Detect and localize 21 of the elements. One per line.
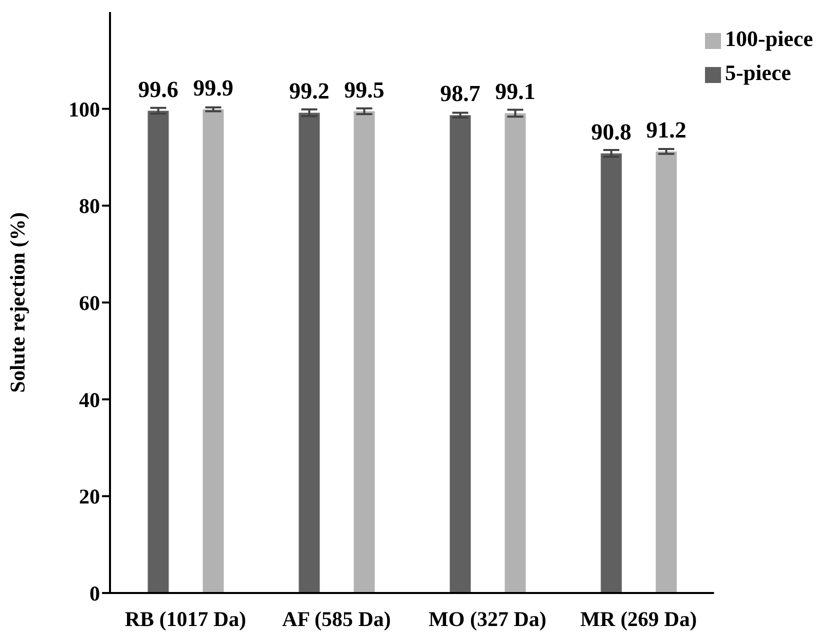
data-label: 99.9 [193,75,234,100]
y-tick-label: 60 [79,290,100,315]
y-tick-label: 40 [79,388,100,412]
y-tick-label: 80 [79,194,100,218]
data-label: 98.7 [440,81,480,106]
legend-label: 5-piece [725,60,791,85]
x-tick-label: AF (585 Da) [282,606,391,631]
data-label: 91.2 [646,117,686,142]
y-axis-title: Solute rejection (%) [5,212,30,393]
y-tick-label: 100 [68,97,100,122]
x-tick-label: MO (327 Da) [428,606,546,631]
y-tick-label: 0 [90,581,100,606]
data-label: 99.1 [495,79,536,104]
y-tick-label: 20 [79,484,100,509]
data-label: 90.8 [591,119,632,144]
data-label: 99.2 [289,78,330,104]
x-tick-label: MR (269 Da) [580,606,697,631]
data-label: 99.6 [138,76,178,102]
legend-label: 100-piece [725,26,813,51]
data-label: 99.5 [344,77,384,102]
x-tick-label: RB (1017 Da) [124,606,246,631]
